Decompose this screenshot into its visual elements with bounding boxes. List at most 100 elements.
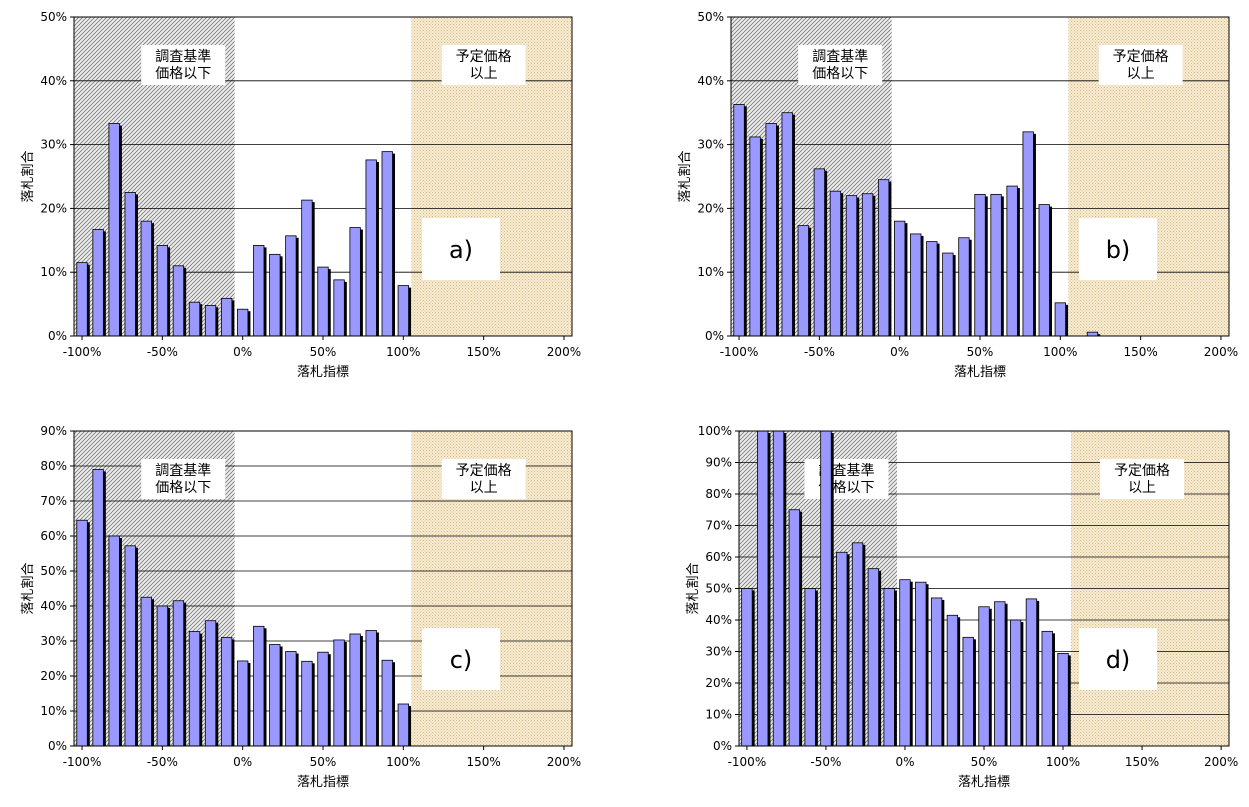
x-tick-label: 150% (466, 755, 500, 769)
bar (781, 112, 793, 337)
bar (741, 588, 753, 747)
region-label: 調査基準価格以下 (812, 48, 868, 82)
bar (172, 600, 185, 747)
bar (269, 253, 281, 337)
bar (172, 265, 185, 337)
bar (381, 151, 393, 337)
bar (92, 469, 104, 747)
bar (1041, 630, 1053, 747)
y-tick-label: 0% (48, 329, 67, 343)
x-tick-label: 0% (895, 755, 914, 769)
bar (108, 535, 120, 747)
bar (733, 104, 745, 337)
region-label-box (1098, 45, 1183, 85)
x-tick-label: 200% (1204, 755, 1238, 769)
region-label: 予定価格以上 (456, 463, 512, 496)
bar (788, 509, 800, 747)
region-label: 予定価格以上 (1113, 49, 1169, 82)
y-axis-title: 落札割合 (20, 562, 36, 614)
y-tick-label: 30% (40, 634, 67, 648)
y-tick-label: 40% (40, 599, 67, 613)
x-tick-label: -100% (720, 345, 759, 359)
y-tick-label: 50% (705, 582, 732, 596)
y-tick-label: 60% (40, 529, 67, 543)
x-tick-label: 100% (386, 345, 420, 359)
region-label-box (441, 45, 526, 85)
y-tick-label: 20% (40, 669, 67, 683)
bar (797, 225, 809, 337)
chart-panel-1: 調査基準価格以下 予定価格以上 a) 0% 10% 20% 30% 40% 50% -100% -5… (20, 10, 581, 380)
region-label-box (441, 459, 526, 499)
x-tick-label: 150% (1125, 755, 1159, 769)
panel-label-box (422, 218, 500, 280)
y-tick-label: 80% (40, 459, 67, 473)
x-axis-title: 落札指標 (954, 365, 1006, 380)
bar (333, 279, 345, 337)
bar (253, 245, 265, 337)
bar (349, 227, 361, 337)
bar (188, 631, 201, 747)
x-axis-title: 落札指標 (297, 775, 349, 790)
bar (108, 123, 120, 337)
bar (1022, 131, 1034, 337)
x-tick-label: -50% (147, 755, 178, 769)
panel-label: b) (1106, 236, 1131, 264)
y-tick-label: 100% (698, 424, 732, 438)
bar (930, 597, 943, 747)
y-tick-label: 30% (705, 645, 732, 659)
x-tick-label: -100% (63, 345, 102, 359)
y-tick-label: 90% (705, 456, 732, 470)
bar (253, 625, 265, 747)
bar (204, 304, 217, 337)
chart-panel-4: 調査基準価格以下予定価格以上d)0%10%20%30%40%50%60%70%8… (685, 424, 1238, 790)
bar (285, 235, 297, 337)
bar (317, 266, 329, 337)
region-label: 予定価格以上 (456, 49, 512, 82)
y-tick-label: 10% (40, 265, 67, 279)
bar (990, 193, 1002, 337)
bar (836, 551, 848, 747)
y-axis-title: 落札割合 (685, 562, 701, 614)
y-tick-label: 20% (697, 201, 724, 215)
bar (1025, 598, 1038, 747)
bar (765, 123, 777, 337)
bar (851, 542, 864, 747)
bar (757, 430, 769, 747)
x-tick-label: -50% (147, 345, 178, 359)
bar (958, 237, 970, 337)
y-tick-label: 10% (697, 265, 724, 279)
bar (237, 308, 249, 337)
region-label-box (141, 45, 226, 85)
bar (269, 644, 281, 747)
bar (829, 190, 842, 337)
x-tick-label: 100% (1043, 345, 1077, 359)
bar (365, 630, 377, 747)
bar (946, 614, 959, 747)
bar (962, 636, 974, 747)
x-tick-label: 0% (233, 755, 252, 769)
region-label: 予定価格以上 (1114, 463, 1170, 496)
bar (124, 545, 136, 747)
bar (915, 581, 927, 747)
bar (76, 519, 88, 747)
x-tick-label: 200% (547, 755, 581, 769)
x-axis-title: 落札指標 (297, 365, 349, 380)
panel-label: d) (1106, 646, 1131, 674)
bar (317, 651, 329, 747)
y-axis-title: 落札割合 (677, 150, 693, 202)
bar (365, 159, 377, 337)
bar (220, 297, 233, 337)
x-tick-label: 50% (310, 755, 337, 769)
bar (301, 660, 313, 747)
x-tick-label: 0% (890, 345, 909, 359)
bar (883, 588, 895, 747)
bar (813, 168, 826, 337)
x-tick-label: 150% (1123, 345, 1157, 359)
bar (349, 633, 361, 747)
x-tick-label: 100% (1046, 755, 1080, 769)
y-tick-label: 30% (697, 138, 724, 152)
region-label: 調査基準価格以下 (155, 48, 211, 82)
y-tick-label: 10% (705, 708, 732, 722)
bar (1009, 619, 1022, 747)
